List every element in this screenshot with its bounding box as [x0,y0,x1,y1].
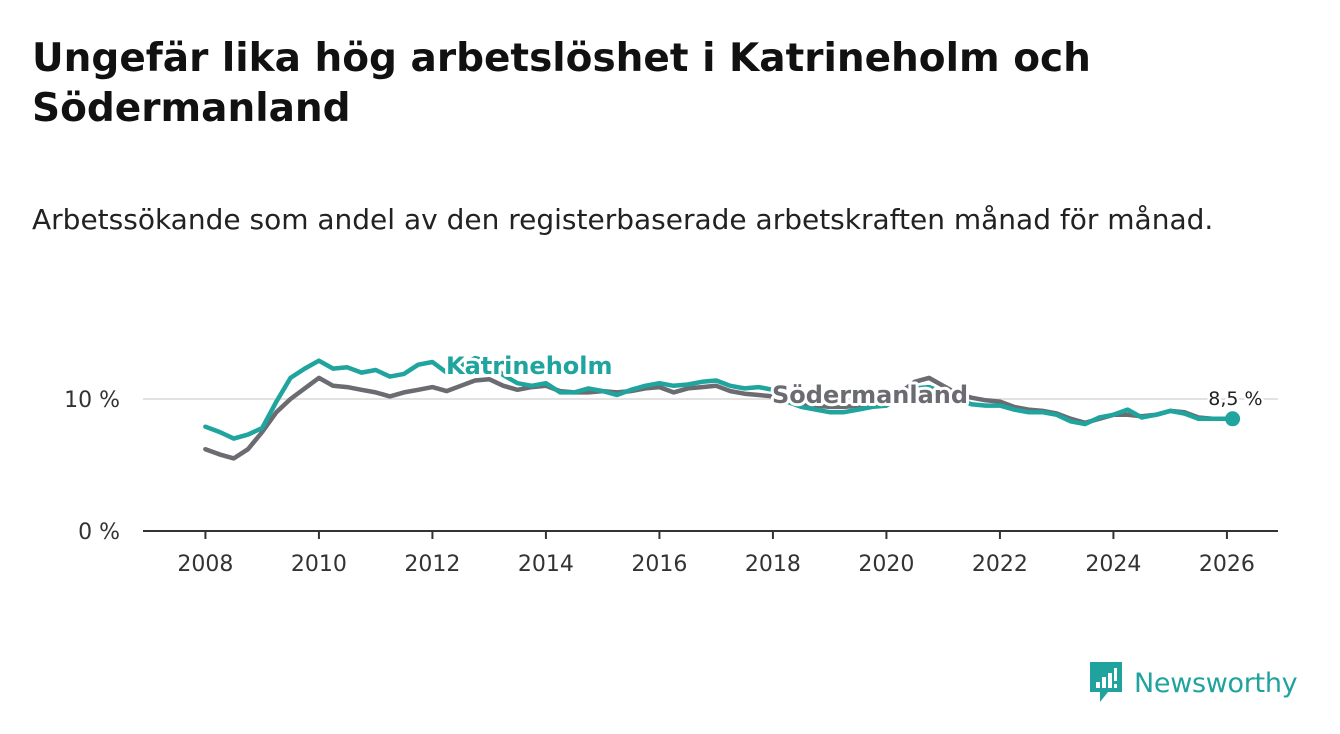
x-tick-label: 2010 [291,552,347,577]
series-label-katrineholm: Katrineholm [446,352,613,380]
series-line-katrineholm [203,355,1235,441]
x-tick-label: 2008 [177,552,233,577]
x-tick-label: 2024 [1085,552,1141,577]
newsworthy-brand[interactable]: Newsworthy [1088,660,1298,706]
end-value-label: 8,5 % [1208,388,1262,410]
x-tick-label: 2014 [518,552,574,577]
y-tick-label: 0 % [78,520,120,545]
end-point-marker [1225,411,1241,427]
brand-name: Newsworthy [1134,667,1298,699]
x-tick-label: 2020 [858,552,914,577]
x-tick-label: 2026 [1199,552,1255,577]
y-tick-label: 10 % [64,388,120,413]
x-tick-label: 2012 [404,552,460,577]
x-tick-label: 2018 [745,552,801,577]
chart-subtitle: Arbetssökande som andel av den registerb… [32,203,1214,236]
chart-title: Ungefär lika hög arbetslöshet i Katrineh… [32,36,1091,131]
x-tick-label: 2016 [631,552,687,577]
x-tick-label: 2022 [972,552,1028,577]
series-label-sodermanland: Södermanland [772,381,968,409]
series-line-sodermanland [203,375,1230,461]
newsworthy-logo-icon [1090,662,1122,702]
